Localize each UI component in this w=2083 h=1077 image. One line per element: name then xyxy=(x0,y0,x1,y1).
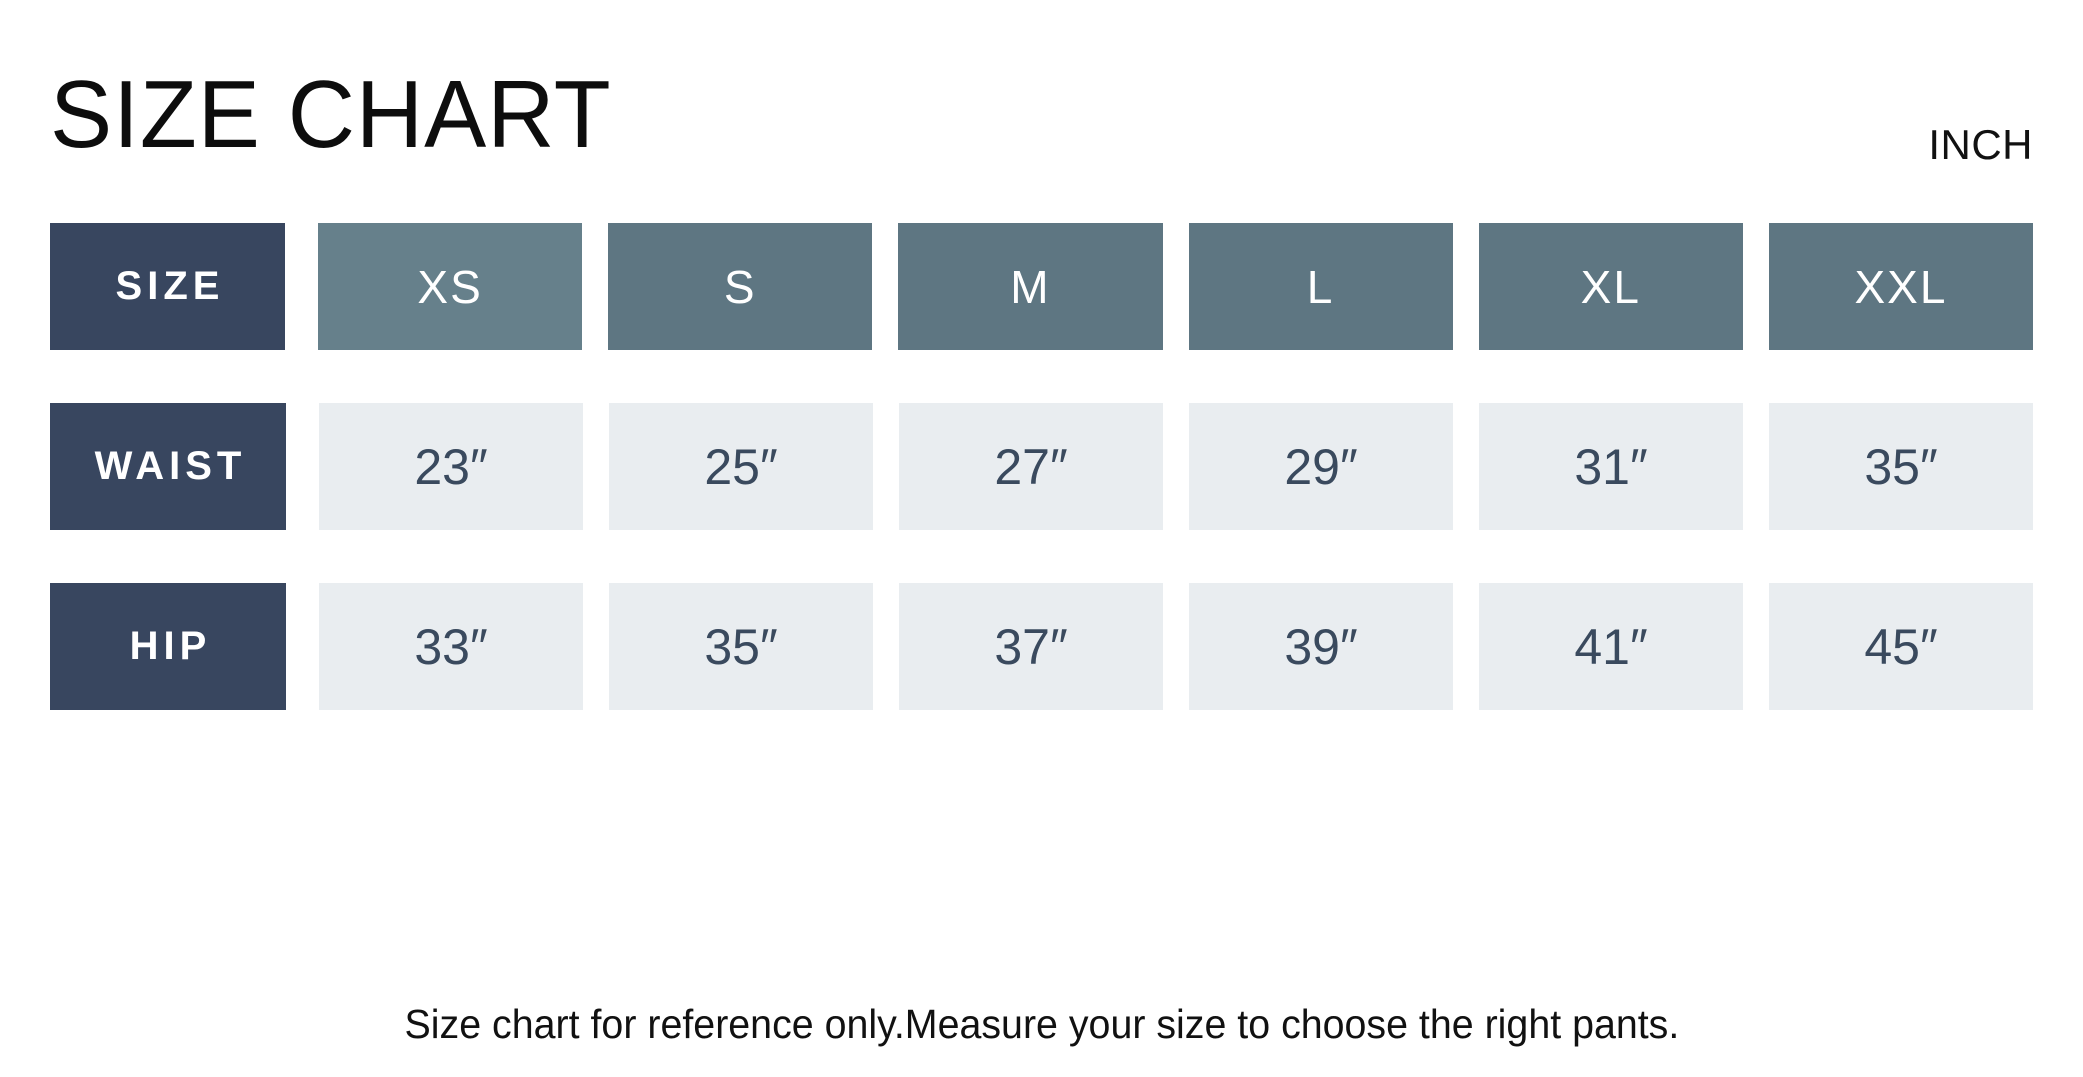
size-cell-s: S xyxy=(608,223,873,350)
waist-value-xs: 23″ xyxy=(319,403,583,530)
column-gap xyxy=(872,223,898,350)
column-gap xyxy=(582,223,608,350)
row-label-waist: WAIST xyxy=(50,403,286,530)
size-cell-xxl: XXL xyxy=(1768,223,2034,350)
size-cell-xs: XS xyxy=(318,223,583,350)
waist-value-m: 27″ xyxy=(899,403,1163,530)
column-gap xyxy=(1163,223,1189,350)
chart-header: SIZE CHART INCH xyxy=(50,60,2033,190)
row-gap xyxy=(50,350,2033,403)
unit-label: INCH xyxy=(1928,121,2033,168)
column-gap xyxy=(583,403,609,530)
chart-footer: Size chart for reference only.Measure yo… xyxy=(0,1000,2083,1048)
table-row-waist: WAIST 23″ 25″ 27″ 29″ 31″ 35″ xyxy=(50,403,2033,530)
waist-value-xl: 31″ xyxy=(1479,403,1743,530)
size-cell-m: M xyxy=(898,223,1163,350)
row-label-hip: HIP xyxy=(50,583,286,710)
column-gap xyxy=(1453,583,1479,710)
column-gap xyxy=(583,583,609,710)
column-gap xyxy=(286,583,319,710)
waist-value-xxl: 35″ xyxy=(1769,403,2033,530)
table-header-row: SIZE XS S M L XL XXL xyxy=(50,223,2034,350)
size-cell-l: L xyxy=(1188,223,1453,350)
column-gap xyxy=(1743,403,1769,530)
hip-value-xs: 33″ xyxy=(319,583,583,710)
column-gap xyxy=(1163,403,1189,530)
column-gap xyxy=(1743,223,1769,350)
size-cell-xl: XL xyxy=(1478,223,1743,350)
column-gap xyxy=(873,583,899,710)
waist-value-s: 25″ xyxy=(609,403,873,530)
footer-note: Size chart for reference only.Measure yo… xyxy=(404,1001,1679,1047)
column-gap xyxy=(1743,583,1769,710)
column-gap xyxy=(286,403,319,530)
size-table: SIZE XS S M L XL XXL WAIST 23″ 25″ 27″ 2… xyxy=(50,223,2034,710)
hip-value-m: 37″ xyxy=(899,583,1163,710)
column-gap xyxy=(873,403,899,530)
hip-value-l: 39″ xyxy=(1189,583,1453,710)
page-title: SIZE CHART xyxy=(50,61,612,168)
hip-value-xxl: 45″ xyxy=(1769,583,2033,710)
column-gap xyxy=(1453,223,1479,350)
table-row-hip: HIP 33″ 35″ 37″ 39″ 41″ 45″ xyxy=(50,583,2033,710)
hip-value-s: 35″ xyxy=(609,583,873,710)
hip-value-xl: 41″ xyxy=(1479,583,1743,710)
waist-value-l: 29″ xyxy=(1189,403,1453,530)
column-gap xyxy=(285,223,318,350)
header-label-size: SIZE xyxy=(50,223,285,350)
row-gap xyxy=(50,530,2033,583)
column-gap xyxy=(1453,403,1479,530)
column-gap xyxy=(1163,583,1189,710)
